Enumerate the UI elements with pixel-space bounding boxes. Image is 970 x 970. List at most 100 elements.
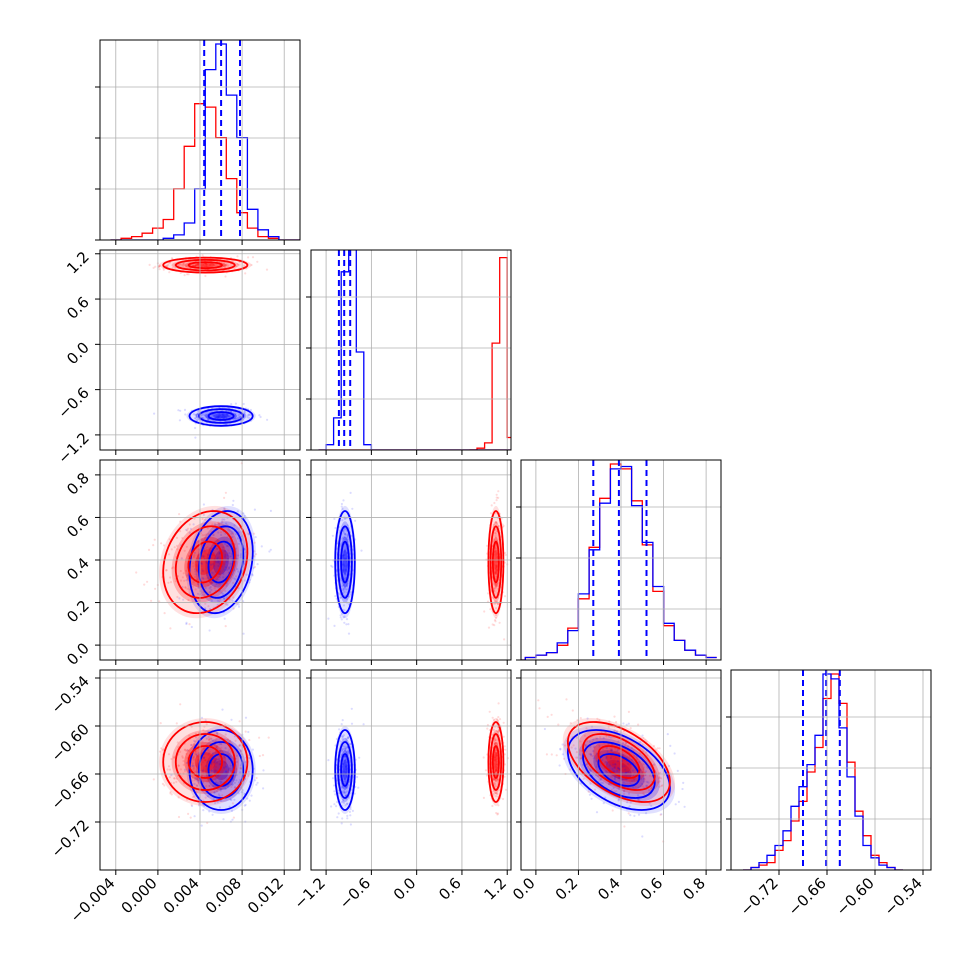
scatter-point: [202, 554, 205, 557]
scatter-point: [197, 540, 200, 543]
scatter-point: [269, 548, 272, 551]
scatter-point: [340, 502, 343, 506]
scatter-point: [339, 545, 342, 548]
scatter-point: [343, 550, 346, 553]
scatter-point: [623, 825, 626, 828]
scatter-point: [218, 743, 221, 746]
scatter-point: [239, 750, 243, 753]
scatter-point: [239, 556, 242, 559]
scatter-point: [153, 412, 156, 415]
scatter-point: [230, 785, 233, 789]
scatter-point: [205, 264, 208, 268]
scatter-point: [341, 817, 344, 820]
scatter-point: [194, 588, 197, 591]
scatter-point: [344, 771, 347, 774]
scatter-point: [206, 795, 209, 798]
scatter-point: [213, 565, 216, 568]
scatter-point: [231, 503, 234, 507]
scatter-point: [226, 603, 229, 607]
scatter-point: [191, 764, 194, 767]
scatter-point: [194, 740, 197, 743]
scatter-point: [215, 766, 218, 769]
scatter-point: [179, 579, 183, 582]
scatter-point: [606, 750, 609, 754]
scatter-point: [491, 804, 494, 808]
scatter-point: [496, 812, 500, 815]
scatter-point: [207, 738, 210, 741]
scatter-point: [343, 564, 346, 568]
scatter-point: [207, 735, 210, 739]
scatter-point: [246, 416, 249, 419]
scatter-point: [237, 570, 240, 573]
scatter-point: [345, 536, 348, 540]
scatter-point: [345, 538, 348, 541]
scatter-point: [333, 784, 336, 787]
scatter-point: [333, 803, 336, 806]
scatter-point: [197, 263, 200, 266]
scatter-point: [211, 752, 215, 755]
scatter-point: [633, 754, 636, 757]
scatter-point: [224, 768, 227, 771]
scatter-point: [234, 739, 237, 742]
scatter-point: [330, 805, 333, 808]
scatter-point: [485, 774, 489, 777]
scatter-point: [223, 415, 226, 418]
density-fill-red: [493, 549, 498, 575]
scatter-point: [194, 764, 197, 767]
scatter-point: [251, 574, 254, 577]
scatter-point: [613, 778, 617, 781]
scatter-point: [583, 734, 587, 737]
scatter-point: [204, 555, 207, 558]
scatter-point: [613, 715, 616, 718]
scatter-point: [343, 517, 347, 521]
scatter-point: [347, 632, 351, 635]
scatter-point: [185, 545, 188, 548]
scatter-point: [344, 568, 347, 571]
scatter-point: [182, 763, 185, 767]
scatter-point: [346, 802, 349, 806]
scatter-point: [201, 761, 204, 764]
scatter-point: [346, 534, 349, 537]
density-fill-blue: [562, 726, 676, 814]
scatter-point: [608, 720, 611, 723]
scatter-point: [148, 263, 151, 266]
scatter-point: [196, 263, 199, 266]
scatter-point: [187, 812, 190, 816]
scatter-point: [341, 585, 344, 588]
scatter-point: [496, 583, 499, 586]
scatter-point: [231, 599, 234, 603]
scatter-point: [239, 420, 243, 423]
scatter-point: [205, 723, 208, 726]
scatter-point: [343, 527, 346, 530]
scatter-point: [209, 765, 212, 768]
scatter-point: [185, 265, 188, 268]
scatter-point: [343, 557, 346, 560]
scatter-point: [192, 755, 195, 758]
scatter-point: [346, 737, 350, 740]
scatter-point: [494, 749, 498, 752]
scatter-point: [222, 413, 225, 416]
scatter-point: [494, 534, 497, 538]
scatter-point: [494, 570, 497, 573]
scatter-point: [622, 789, 626, 793]
scatter-point: [210, 737, 213, 741]
scatter-point: [346, 524, 349, 527]
scatter-point: [246, 797, 249, 800]
scatter-point: [152, 778, 155, 781]
scatter-point: [222, 546, 226, 549]
scatter-point: [225, 560, 228, 563]
scatter-point: [200, 824, 203, 827]
scatter-point: [202, 503, 205, 506]
scatter-point: [165, 569, 168, 572]
scatter-point: [186, 749, 189, 752]
scatter-point: [229, 798, 232, 801]
scatter-point: [495, 521, 498, 524]
scatter-point: [230, 530, 233, 533]
scatter-point: [251, 256, 255, 259]
scatter-point: [641, 782, 644, 786]
scatter-point: [201, 790, 204, 793]
scatter-point: [179, 768, 182, 771]
scatter-point: [340, 618, 343, 621]
density-fill-blue: [334, 505, 356, 619]
scatter-point: [230, 532, 233, 535]
